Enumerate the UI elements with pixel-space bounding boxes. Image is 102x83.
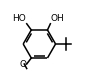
Text: HO: HO [13,14,26,23]
Text: O: O [19,60,26,69]
Text: OH: OH [51,14,64,23]
